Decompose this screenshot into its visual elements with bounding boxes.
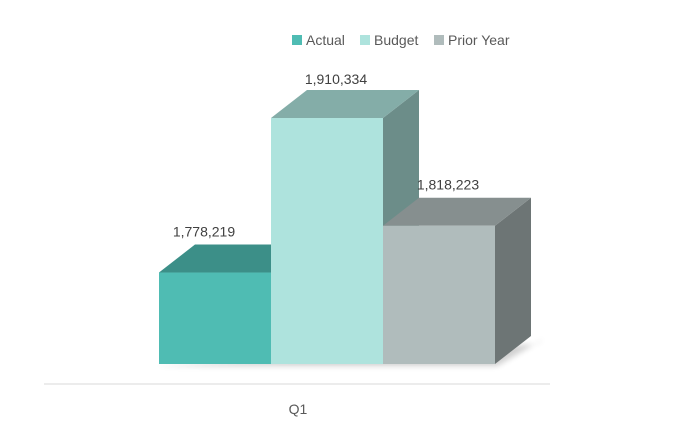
- legend-swatch: [292, 35, 302, 45]
- x-axis-ticks: Q1: [289, 401, 308, 417]
- legend-label: Prior Year: [448, 32, 510, 48]
- bar-side-face: [495, 197, 531, 364]
- data-label-actual: 1,778,219: [173, 224, 235, 240]
- bar-top-face: [159, 244, 307, 273]
- legend-label: Budget: [374, 32, 418, 48]
- bar-front-face: [159, 272, 271, 364]
- legend: Actual Budget Prior Year: [292, 32, 510, 48]
- x-tick-label: Q1: [289, 401, 308, 417]
- legend-swatch: [434, 35, 444, 45]
- legend-label: Actual: [306, 32, 345, 48]
- bar-budget: [271, 90, 419, 364]
- legend-swatch: [360, 35, 370, 45]
- bar-top-face: [271, 90, 419, 118]
- data-label-budget: 1,910,334: [305, 71, 367, 87]
- bar-top-face: [383, 197, 531, 226]
- bar-front-face: [383, 225, 495, 364]
- legend-item-actual: Actual: [292, 32, 345, 48]
- data-label-prior-year: 1,818,223: [417, 177, 479, 193]
- bars: [159, 90, 531, 364]
- bar-front-face: [271, 118, 383, 364]
- legend-item-budget: Budget: [360, 32, 418, 48]
- bar-prior-year: [383, 197, 531, 364]
- legend-item-prior-year: Prior Year: [434, 32, 510, 48]
- data-labels: 1,778,219 1,910,334 1,818,223: [173, 71, 479, 240]
